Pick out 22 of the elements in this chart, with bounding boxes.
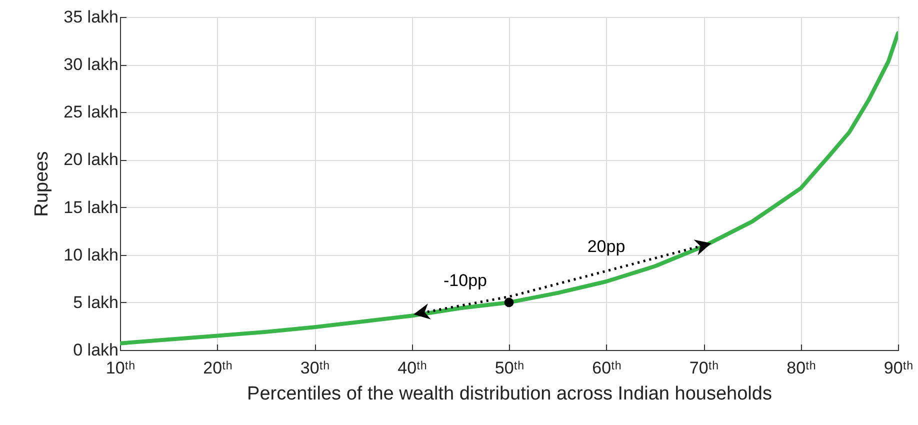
x-axis-title: Percentiles of the wealth distribution across Indian households [247, 384, 772, 404]
y-tick-label: 15 lakh [64, 198, 118, 217]
x-tick-label: 90ᵗʰ [884, 358, 914, 378]
x-tick-label: 40ᵗʰ [398, 358, 427, 378]
x-tick-label: 20ᵗʰ [203, 358, 232, 378]
y-axis-title: Rupees [32, 151, 53, 217]
y-tick-label: 5 lakh [73, 292, 118, 312]
line-series [120, 31, 898, 346]
x-tick-label: 70ᵗʰ [689, 358, 719, 378]
y-tick-label: 20 lakh [64, 150, 118, 170]
annotation: 20pp [587, 237, 626, 256]
x-tick-label: 30ᵗʰ [300, 358, 330, 378]
y-tick-label: 30 lakh [64, 55, 118, 74]
x-tick-label: 80ᵗʰ [786, 358, 816, 378]
x-tick-label: 50ᵗʰ [494, 358, 524, 378]
annotation: -10pp [443, 270, 487, 290]
y-tick-label: 10 lakh [64, 245, 118, 264]
y-tick-label: 35 lakh [64, 8, 118, 26]
x-tick-label: 60ᵗʰ [592, 358, 622, 378]
x-tick-label: 10ᵗʰ [106, 358, 136, 378]
y-tick-label: 0 lakh [73, 340, 118, 360]
y-tick-label: 25 lakh [64, 102, 118, 122]
